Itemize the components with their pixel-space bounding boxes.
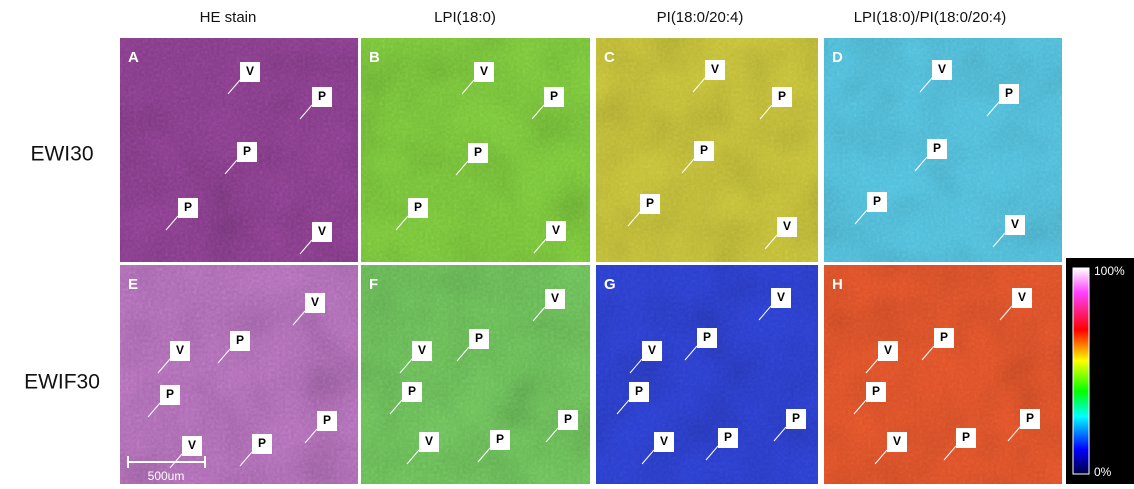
- colorbar-max: 100%: [1094, 264, 1125, 278]
- figure: HE stain LPI(18:0) PI(18:0/20:4) LPI(18:0)/…: [0, 0, 1134, 484]
- marker-label: V: [711, 62, 719, 76]
- panel: A V P P P V: [120, 38, 358, 262]
- marker-label: P: [474, 145, 482, 159]
- panel-letter: E: [128, 276, 138, 293]
- column-header: HE stain: [200, 9, 257, 26]
- marker-label: P: [323, 413, 331, 427]
- marker-label: P: [550, 89, 558, 103]
- marker-label: V: [660, 434, 668, 448]
- marker-label: V: [1018, 290, 1026, 304]
- marker-label: P: [703, 330, 711, 344]
- marker-label: P: [1005, 86, 1013, 100]
- marker-label: P: [475, 331, 483, 345]
- panel-letter: D: [832, 49, 843, 66]
- marker-label: V: [551, 291, 559, 305]
- panel-letter: A: [128, 49, 139, 66]
- panel: H V P V P P V P: [824, 265, 1062, 484]
- marker-label: V: [188, 438, 196, 452]
- marker-label: V: [938, 62, 946, 76]
- column-header: LPI(18:0): [434, 9, 496, 26]
- marker-label: V: [425, 434, 433, 448]
- colorbar-min: 0%: [1094, 465, 1112, 479]
- panel-letter: C: [604, 49, 615, 66]
- marker-label: P: [258, 436, 266, 450]
- marker-label: P: [236, 333, 244, 347]
- marker-label: V: [318, 224, 326, 238]
- panel: G V P V P P V P: [596, 265, 818, 484]
- marker-label: P: [873, 194, 881, 208]
- row-label: EWI30: [30, 143, 93, 166]
- panel: D V P P P V: [824, 38, 1062, 262]
- marker-label: V: [480, 64, 488, 78]
- panel-letter: G: [604, 276, 616, 293]
- marker-label: P: [243, 144, 251, 158]
- panel: F V P V P P V P: [361, 265, 590, 484]
- marker-label: V: [893, 434, 901, 448]
- panel: C V P P P V: [596, 38, 818, 262]
- marker-label: V: [1011, 217, 1019, 231]
- panel-letter: H: [832, 276, 843, 293]
- marker-label: P: [318, 89, 326, 103]
- marker-label: V: [246, 64, 254, 78]
- marker-label: P: [724, 430, 732, 444]
- marker-label: P: [872, 384, 880, 398]
- column-header: LPI(18:0)/PI(18:0/20:4): [854, 9, 1007, 26]
- marker-label: P: [792, 411, 800, 425]
- colorbar: [1073, 268, 1089, 474]
- marker-label: P: [414, 200, 422, 214]
- marker-label: P: [778, 89, 786, 103]
- marker-label: P: [166, 387, 174, 401]
- marker-label: P: [635, 384, 643, 398]
- marker-label: V: [311, 295, 319, 309]
- marker-label: V: [176, 343, 184, 357]
- marker-label: V: [418, 343, 426, 357]
- marker-label: V: [552, 223, 560, 237]
- marker-label: P: [1026, 411, 1034, 425]
- panel: B V P P P V: [361, 38, 590, 262]
- marker-label: P: [564, 412, 572, 426]
- panel-letter: B: [369, 49, 380, 66]
- marker-label: V: [783, 219, 791, 233]
- marker-label: P: [408, 384, 416, 398]
- marker-label: P: [940, 330, 948, 344]
- marker-label: V: [648, 343, 656, 357]
- panel-letter: F: [369, 276, 378, 293]
- column-header: PI(18:0/20:4): [657, 9, 744, 26]
- marker-label: P: [962, 430, 970, 444]
- marker-label: P: [496, 432, 504, 446]
- panels: HE stain LPI(18:0) PI(18:0/20:4) LPI(18:0)/…: [24, 9, 1062, 484]
- marker-label: P: [184, 200, 192, 214]
- marker-label: V: [777, 290, 785, 304]
- marker-label: P: [933, 141, 941, 155]
- marker-label: P: [700, 143, 708, 157]
- row-label: EWIF30: [24, 371, 100, 394]
- marker-label: V: [884, 343, 892, 357]
- marker-label: P: [646, 196, 654, 210]
- panel: E V P V P P V P: [120, 265, 358, 484]
- scale-bar-label: 500um: [148, 469, 185, 483]
